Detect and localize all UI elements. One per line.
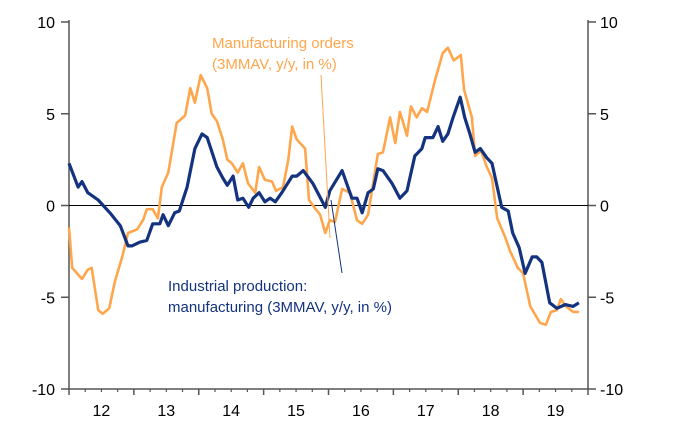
left-y-tick-label: 0 [46, 199, 55, 216]
right-y-tick-label: -10 [600, 382, 623, 399]
orders-label-line1: Manufacturing orders [212, 35, 354, 52]
x-tick-label: 15 [287, 403, 305, 420]
x-tick-label: 17 [417, 403, 435, 420]
right-y-tick-label: 10 [600, 15, 618, 32]
x-tick-label: 13 [157, 403, 175, 420]
left-y-tick-label: -10 [32, 382, 55, 399]
x-tick-label: 18 [482, 403, 500, 420]
right-y-tick-label: 5 [600, 107, 609, 124]
right-y-tick-label: -5 [600, 290, 614, 307]
x-tick-label: 14 [222, 403, 240, 420]
right-y-tick-label: 0 [600, 199, 609, 216]
orders-leader-line [320, 74, 331, 239]
orders-series-line [67, 46, 579, 327]
production-leader-line [330, 199, 343, 274]
axes: 10 10 5 5 0 0 -5 -5 -10 -10 12 13 14 15 16 17 18 19 [32, 15, 623, 420]
x-tick-label: 16 [352, 403, 370, 420]
series-group [67, 46, 580, 327]
left-y-tick-label: 10 [37, 15, 55, 32]
production-series-line [67, 95, 580, 310]
production-label-line2: manufacturing (3MMAV, y/y, in %) [168, 299, 392, 316]
x-tick-label: 19 [547, 403, 565, 420]
x-tick-label: 12 [93, 403, 111, 420]
orders-label-line2: (3MMAV, y/y, in %) [212, 56, 337, 73]
left-y-tick-label: -5 [41, 290, 55, 307]
production-label-line1: Industrial production: [168, 278, 307, 295]
annotation-orders: Manufacturing orders (3MMAV, y/y, in %) [212, 35, 354, 239]
annotation-production: Industrial production: manufacturing (3M… [168, 199, 392, 316]
left-y-tick-label: 5 [46, 107, 55, 124]
